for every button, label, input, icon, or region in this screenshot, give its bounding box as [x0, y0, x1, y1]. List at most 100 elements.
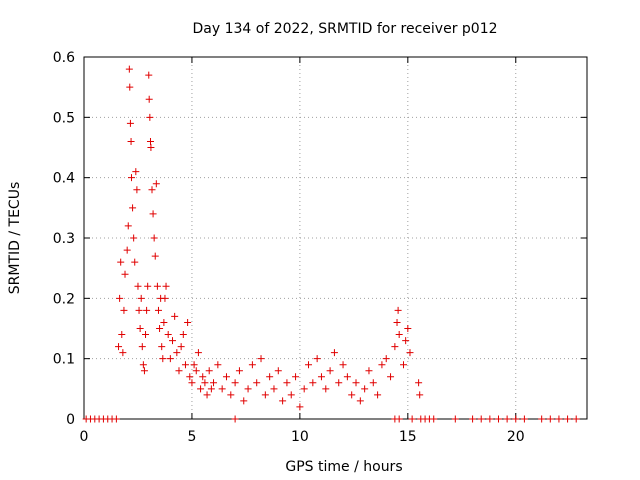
data-point — [166, 355, 174, 363]
data-point — [406, 349, 414, 357]
data-point — [152, 180, 160, 188]
data-point — [416, 391, 424, 399]
data-point — [512, 415, 520, 423]
data-point — [287, 391, 295, 399]
data-point — [292, 373, 300, 381]
data-point — [231, 379, 239, 387]
data-point — [393, 318, 401, 326]
data-point — [192, 367, 200, 375]
data-point — [309, 379, 317, 387]
data-point — [348, 391, 356, 399]
data-point — [394, 306, 402, 314]
data-point — [115, 343, 123, 351]
data-point — [153, 282, 161, 290]
data-point — [135, 306, 143, 314]
data-point — [199, 373, 207, 381]
data-point — [210, 379, 218, 387]
data-point — [374, 391, 382, 399]
data-point — [408, 415, 416, 423]
data-point — [261, 391, 269, 399]
data-point — [184, 318, 192, 326]
data-point — [503, 415, 511, 423]
data-point — [124, 222, 132, 230]
data-point — [477, 415, 485, 423]
data-point — [378, 361, 386, 369]
data-point — [188, 379, 196, 387]
data-point — [173, 349, 181, 357]
data-point — [313, 355, 321, 363]
data-point — [494, 415, 502, 423]
data-point — [402, 337, 410, 345]
data-point — [486, 415, 494, 423]
data-point — [257, 355, 265, 363]
y-tick-label: 0.5 — [53, 110, 75, 126]
data-point — [190, 361, 198, 369]
data-point — [235, 367, 243, 375]
data-point — [244, 385, 252, 393]
data-point — [335, 379, 343, 387]
data-point — [161, 294, 169, 302]
data-point — [218, 385, 226, 393]
x-axis-label: GPS time / hours — [285, 459, 402, 475]
data-point — [145, 95, 153, 103]
data-point — [395, 331, 403, 339]
data-point — [339, 361, 347, 369]
data-point — [387, 373, 395, 381]
data-point — [145, 71, 153, 79]
data-point — [136, 325, 144, 332]
x-tick-label: 10 — [291, 429, 309, 445]
data-point — [300, 385, 308, 393]
data-point — [164, 331, 172, 339]
y-tick-labels: 0 0.1 0.2 0.3 0.4 0.5 0.6 — [53, 50, 75, 428]
data-point — [160, 318, 168, 326]
data-point — [159, 355, 167, 363]
data-point — [179, 331, 187, 339]
data-point — [181, 361, 189, 369]
axis-ticks — [83, 56, 587, 420]
data-point — [469, 415, 477, 423]
data-point — [352, 379, 360, 387]
y-tick-label: 0.3 — [53, 231, 75, 247]
data-point — [151, 252, 159, 260]
data-point — [240, 397, 248, 405]
data-point — [305, 361, 313, 369]
data-point — [139, 361, 147, 369]
data-point — [400, 361, 408, 369]
data-point — [149, 210, 157, 218]
data-point — [404, 325, 412, 332]
data-point — [138, 343, 146, 351]
data-point — [127, 137, 135, 145]
data-point — [248, 361, 256, 369]
y-tick-label: 0.1 — [53, 352, 75, 368]
y-tick-label: 0 — [66, 412, 75, 428]
data-point — [169, 337, 177, 345]
data-point — [361, 385, 369, 393]
data-point — [197, 385, 205, 393]
data-point — [253, 379, 261, 387]
data-point — [133, 186, 141, 194]
data-point — [121, 270, 129, 278]
data-point — [158, 343, 166, 351]
x-tick-label: 20 — [507, 429, 525, 445]
y-tick-label: 0.6 — [53, 50, 75, 66]
data-point — [194, 349, 202, 357]
data-point — [150, 234, 158, 242]
y-axis-label: SRMTID / TECUs — [7, 182, 23, 295]
data-point — [343, 373, 351, 381]
x-tick-labels: 0 5 10 15 20 — [80, 429, 525, 445]
data-point — [132, 168, 140, 176]
data-point — [296, 403, 304, 411]
data-point — [214, 361, 222, 369]
data-point — [231, 415, 239, 423]
data-point — [143, 306, 151, 314]
data-point — [126, 83, 134, 91]
data-point — [137, 294, 145, 302]
data-point — [171, 312, 179, 320]
grid — [84, 57, 587, 419]
x-tick-label: 15 — [399, 429, 417, 445]
data-point — [395, 415, 403, 423]
data-point — [270, 385, 278, 393]
data-point — [144, 282, 152, 290]
data-point — [125, 65, 133, 73]
data-point — [156, 325, 164, 332]
